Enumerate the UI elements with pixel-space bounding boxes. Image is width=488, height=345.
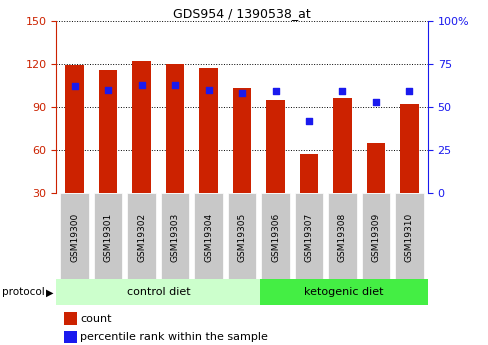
Point	[204, 87, 212, 92]
Text: GSM19302: GSM19302	[137, 213, 146, 262]
Text: GSM19304: GSM19304	[203, 213, 213, 262]
Text: GSM19306: GSM19306	[270, 213, 280, 262]
Bar	[99, 70, 117, 193]
Bar	[260, 279, 427, 305]
Bar	[63, 313, 77, 325]
Text: GSM19309: GSM19309	[371, 213, 380, 262]
Bar	[65, 65, 83, 193]
Point	[371, 99, 379, 105]
Bar	[63, 331, 77, 343]
Text: GSM19305: GSM19305	[237, 213, 246, 262]
Bar	[266, 100, 284, 193]
Text: GSM19301: GSM19301	[103, 213, 112, 262]
Text: GSM19308: GSM19308	[337, 213, 346, 262]
Bar	[400, 104, 418, 193]
Bar	[199, 68, 217, 193]
Point	[171, 82, 179, 87]
FancyBboxPatch shape	[294, 193, 323, 281]
Title: GDS954 / 1390538_at: GDS954 / 1390538_at	[173, 7, 310, 20]
Bar	[165, 64, 184, 193]
Point	[271, 89, 279, 94]
Point	[71, 83, 79, 89]
FancyBboxPatch shape	[261, 193, 289, 281]
Point	[338, 89, 346, 94]
Bar	[132, 61, 150, 193]
Text: count: count	[80, 314, 112, 324]
Bar	[56, 279, 260, 305]
Point	[405, 89, 412, 94]
FancyBboxPatch shape	[94, 193, 122, 281]
Bar	[299, 155, 318, 193]
Bar	[333, 98, 351, 193]
Bar	[366, 143, 385, 193]
Text: control diet: control diet	[126, 287, 190, 297]
FancyBboxPatch shape	[61, 193, 89, 281]
Text: protocol: protocol	[2, 287, 45, 297]
Point	[138, 82, 145, 87]
FancyBboxPatch shape	[127, 193, 156, 281]
Text: GSM19303: GSM19303	[170, 213, 179, 262]
Bar	[232, 88, 251, 193]
FancyBboxPatch shape	[161, 193, 189, 281]
Point	[104, 87, 112, 92]
Point	[305, 118, 312, 124]
Text: GSM19300: GSM19300	[70, 213, 79, 262]
FancyBboxPatch shape	[327, 193, 356, 281]
Point	[238, 90, 245, 96]
FancyBboxPatch shape	[394, 193, 423, 281]
Text: percentile rank within the sample: percentile rank within the sample	[80, 332, 268, 342]
FancyBboxPatch shape	[361, 193, 389, 281]
Text: GSM19307: GSM19307	[304, 213, 313, 262]
FancyBboxPatch shape	[227, 193, 256, 281]
Text: ketogenic diet: ketogenic diet	[304, 287, 383, 297]
FancyBboxPatch shape	[194, 193, 223, 281]
Text: ▶: ▶	[46, 287, 53, 297]
Text: GSM19310: GSM19310	[404, 213, 413, 262]
